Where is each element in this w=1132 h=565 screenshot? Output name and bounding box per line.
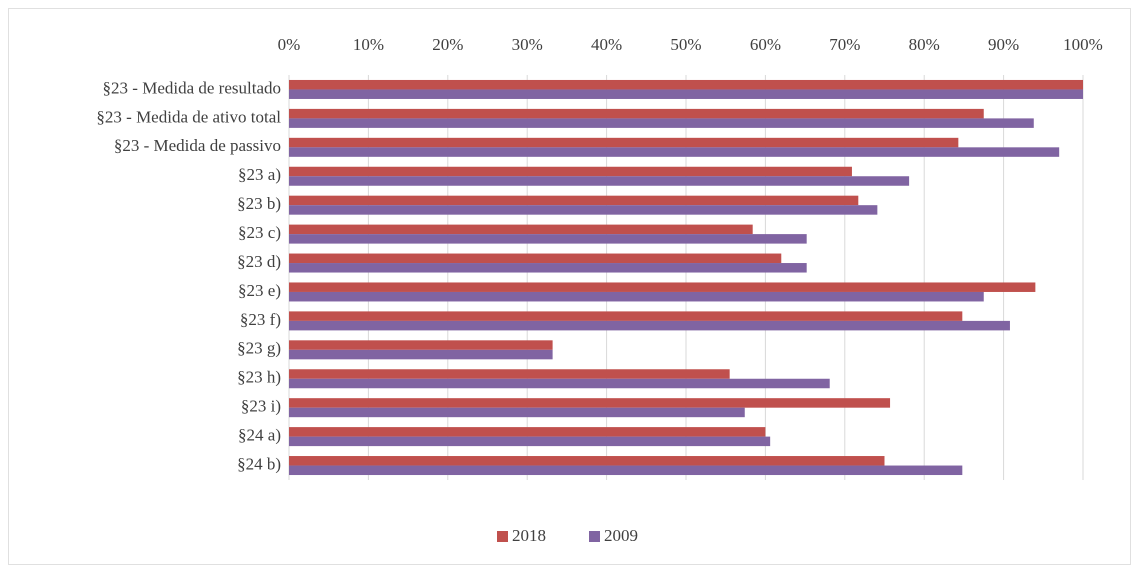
y-tick-label: §23 - Medida de passivo bbox=[114, 136, 281, 155]
y-tick-label: §23 e) bbox=[238, 281, 281, 300]
x-tick-label: 70% bbox=[829, 35, 860, 54]
bar bbox=[289, 340, 553, 350]
y-tick-label: §23 i) bbox=[241, 397, 281, 416]
bar bbox=[289, 137, 959, 148]
bar bbox=[289, 349, 553, 360]
legend-swatch bbox=[497, 531, 508, 542]
bar bbox=[289, 465, 963, 476]
bar bbox=[289, 224, 753, 235]
y-tick-label: §23 - Medida de ativo total bbox=[96, 107, 281, 126]
bar bbox=[289, 79, 1083, 90]
bar bbox=[289, 456, 885, 466]
bar bbox=[289, 398, 891, 408]
y-tick-label: §23 b) bbox=[237, 194, 281, 213]
bar bbox=[289, 253, 782, 264]
y-tick-label: §24 a) bbox=[238, 426, 281, 445]
bar bbox=[289, 195, 859, 206]
bar bbox=[289, 89, 1083, 99]
bar bbox=[289, 176, 910, 186]
y-tick-label: §23 f) bbox=[240, 310, 281, 329]
y-tick-label: §23 a) bbox=[238, 165, 281, 184]
x-tick-label: 100% bbox=[1063, 35, 1103, 54]
bar bbox=[289, 282, 1036, 292]
bar bbox=[289, 436, 771, 447]
bar bbox=[289, 234, 807, 244]
bar bbox=[289, 427, 766, 437]
x-tick-label: 0% bbox=[278, 35, 301, 54]
y-tick-label: §24 b) bbox=[237, 454, 281, 473]
x-tick-label: 90% bbox=[988, 35, 1019, 54]
x-tick-label: 60% bbox=[750, 35, 781, 54]
legend-label: 2009 bbox=[604, 526, 638, 545]
bar bbox=[289, 108, 984, 119]
y-tick-label: §23 - Medida de resultado bbox=[103, 78, 281, 97]
y-tick-label: §23 c) bbox=[238, 223, 281, 242]
bar bbox=[289, 378, 830, 389]
x-tick-label: 40% bbox=[591, 35, 622, 54]
x-tick-label: 50% bbox=[670, 35, 701, 54]
x-tick-label: 30% bbox=[512, 35, 543, 54]
bar bbox=[289, 311, 963, 321]
y-tick-label: §23 d) bbox=[237, 252, 281, 271]
bar bbox=[289, 369, 730, 379]
x-tick-label: 20% bbox=[432, 35, 463, 54]
bar bbox=[289, 320, 1010, 331]
bar bbox=[289, 205, 878, 215]
bar bbox=[289, 407, 745, 418]
y-tick-label: §23 g) bbox=[237, 339, 281, 358]
bar bbox=[289, 291, 984, 302]
bar bbox=[289, 263, 807, 273]
bar bbox=[289, 147, 1060, 157]
y-tick-label: §23 h) bbox=[237, 368, 281, 387]
x-tick-label: 80% bbox=[909, 35, 940, 54]
bar bbox=[289, 166, 852, 177]
legend-swatch bbox=[589, 531, 600, 542]
legend-label: 2018 bbox=[512, 526, 546, 545]
x-tick-label: 10% bbox=[353, 35, 384, 54]
bar bbox=[289, 118, 1034, 128]
